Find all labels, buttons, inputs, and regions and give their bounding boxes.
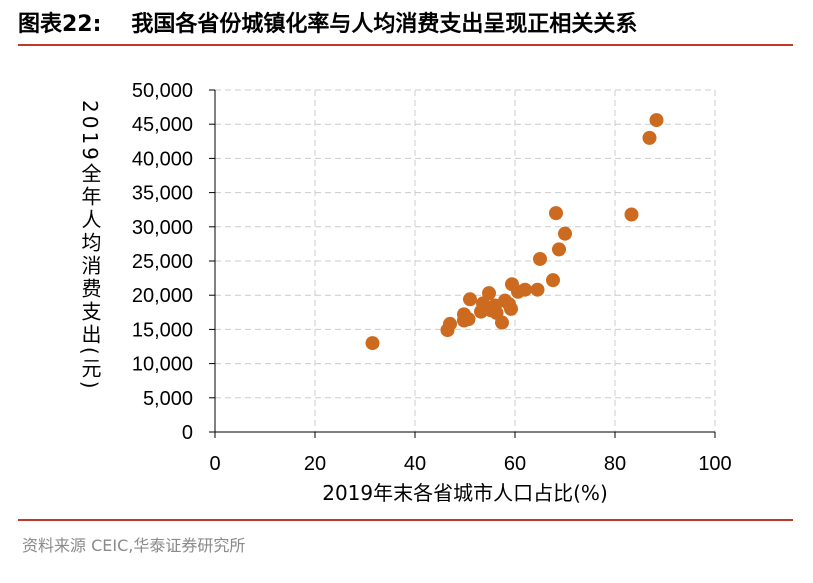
data-point bbox=[558, 226, 572, 241]
data-point bbox=[546, 273, 560, 288]
x-tick-label: 0 bbox=[209, 453, 220, 475]
x-tick-label: 60 bbox=[504, 453, 526, 475]
y-tick-label: 25,000 bbox=[132, 251, 193, 273]
y-tick-label: 50,000 bbox=[132, 80, 193, 102]
data-point bbox=[482, 286, 496, 301]
x-tick-label: 40 bbox=[404, 453, 426, 475]
data-point bbox=[365, 336, 380, 351]
data-point bbox=[443, 316, 457, 331]
top-divider bbox=[18, 44, 793, 46]
y-tick-labels: 0 5,000 10,000 15,000 20,000 25,000 30,000 35,0… bbox=[132, 80, 193, 444]
page-title: 图表22: 我国各省份城镇化率与人均消费支出呈现正相关关系 bbox=[18, 6, 637, 38]
y-axis-title-text: 2019全年人均消费支出(元) bbox=[78, 100, 102, 392]
source-note: 资料来源 CEIC,华泰证券研究所 bbox=[22, 536, 246, 555]
data-point bbox=[552, 242, 566, 257]
bottom-divider bbox=[18, 519, 793, 521]
data-point bbox=[495, 315, 509, 330]
data-point bbox=[624, 207, 639, 222]
y-tick-label: 35,000 bbox=[132, 183, 193, 205]
x-tick-label: 100 bbox=[698, 453, 731, 475]
data-point bbox=[530, 282, 545, 297]
y-tick-label: 10,000 bbox=[132, 354, 193, 376]
y-tick-label: 5,000 bbox=[143, 388, 193, 410]
x-axis-title: 2019年末各省城市人口占比(%) bbox=[322, 481, 608, 505]
data-points bbox=[365, 113, 664, 351]
gridlines bbox=[215, 89, 716, 432]
axes bbox=[209, 89, 716, 438]
y-tick-label: 30,000 bbox=[132, 217, 193, 239]
figure-label: 图表22: bbox=[18, 12, 102, 37]
x-tick-label: 80 bbox=[604, 453, 626, 475]
x-tick-labels: 0 20 40 60 80 100 bbox=[209, 453, 731, 475]
data-point bbox=[461, 312, 476, 327]
y-tick-label: 40,000 bbox=[132, 148, 193, 170]
data-point bbox=[549, 206, 563, 221]
x-tick-label: 20 bbox=[304, 453, 326, 475]
y-tick-label: 20,000 bbox=[132, 285, 193, 307]
data-point bbox=[649, 113, 664, 128]
y-axis-title: 2019全年人均消费支出(元) bbox=[78, 100, 102, 392]
data-point bbox=[463, 292, 477, 307]
data-point bbox=[533, 251, 547, 266]
data-point bbox=[642, 130, 657, 145]
y-tick-label: 15,000 bbox=[132, 319, 193, 341]
data-point bbox=[518, 282, 532, 297]
data-point bbox=[504, 301, 518, 316]
y-tick-label: 45,000 bbox=[132, 114, 193, 136]
chart-title: 我国各省份城镇化率与人均消费支出呈现正相关关系 bbox=[131, 12, 638, 37]
y-tick-label: 0 bbox=[182, 422, 193, 444]
